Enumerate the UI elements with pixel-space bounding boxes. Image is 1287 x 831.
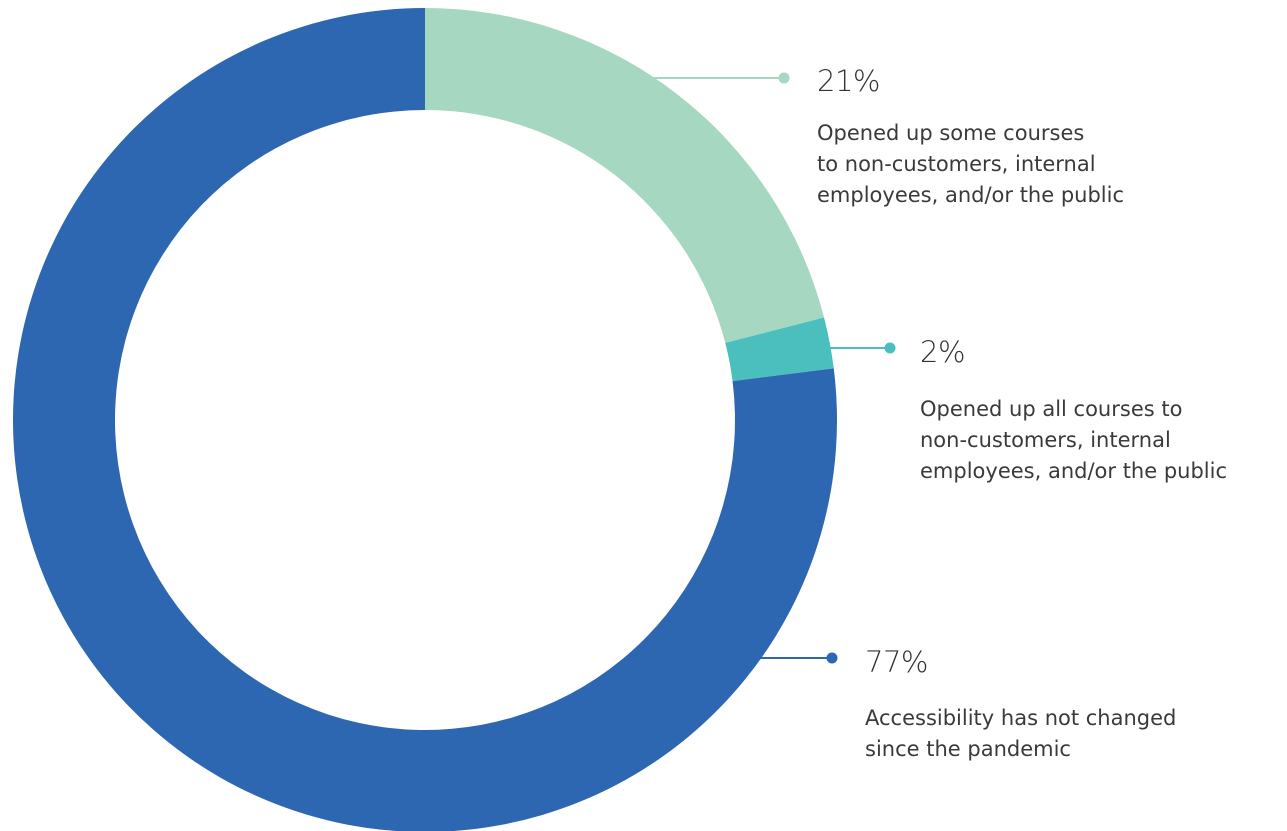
slice-category-label-not-changed: Accessibility has not changed since the … — [865, 706, 1177, 761]
leader-dot-some-courses — [778, 72, 790, 84]
leader-dot-not-changed — [826, 652, 838, 664]
slice-value-label-some-courses: 21% — [817, 64, 880, 98]
leader-dot-all-courses — [884, 342, 896, 354]
slice-value-label-not-changed: 77% — [865, 645, 928, 679]
donut-slice-some-courses — [425, 8, 825, 343]
donut-slice-all-courses — [725, 317, 834, 382]
slice-value-label-all-courses: 2% — [920, 335, 966, 369]
slice-category-label-some-courses: Opened up some courses to non-customers,… — [817, 121, 1125, 207]
slice-category-label-all-courses: Opened up all courses to non-customers, … — [920, 397, 1228, 483]
